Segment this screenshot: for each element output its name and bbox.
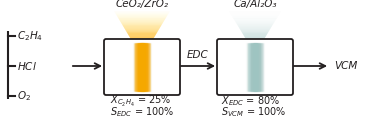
Text: $\it{O_2}$: $\it{O_2}$ (17, 89, 31, 103)
Polygon shape (230, 13, 280, 14)
Polygon shape (123, 26, 161, 27)
Polygon shape (241, 30, 270, 31)
Polygon shape (131, 39, 153, 40)
Polygon shape (119, 20, 165, 21)
Text: CeO₂/ZrO₂: CeO₂/ZrO₂ (116, 0, 169, 9)
Polygon shape (244, 36, 266, 37)
Polygon shape (122, 25, 161, 26)
Polygon shape (122, 24, 162, 25)
Text: $\it{X}$$_{\it{EDC}}$ = 80%: $\it{X}$$_{\it{EDC}}$ = 80% (221, 94, 280, 108)
Text: EDC: EDC (187, 50, 209, 60)
Polygon shape (124, 28, 160, 29)
Polygon shape (117, 16, 167, 17)
Polygon shape (132, 40, 153, 41)
Polygon shape (127, 33, 157, 34)
Polygon shape (237, 25, 273, 26)
Polygon shape (127, 32, 157, 33)
Polygon shape (246, 40, 263, 41)
Polygon shape (231, 14, 279, 15)
Polygon shape (115, 13, 169, 14)
Polygon shape (126, 31, 158, 32)
Polygon shape (116, 14, 169, 15)
Polygon shape (240, 29, 270, 30)
Polygon shape (125, 29, 160, 30)
Polygon shape (235, 22, 275, 23)
Polygon shape (236, 23, 274, 24)
Text: $\it{S}$$_{\it{VCM}}$ = 100%: $\it{S}$$_{\it{VCM}}$ = 100% (221, 105, 287, 119)
Polygon shape (233, 17, 277, 18)
Polygon shape (233, 18, 277, 19)
Polygon shape (239, 28, 271, 29)
Text: $\it{HCl}$: $\it{HCl}$ (17, 60, 37, 72)
Polygon shape (117, 15, 167, 16)
Polygon shape (118, 17, 166, 18)
FancyBboxPatch shape (104, 39, 180, 95)
Polygon shape (128, 34, 156, 35)
Polygon shape (241, 31, 269, 32)
Polygon shape (245, 38, 265, 39)
Polygon shape (120, 22, 164, 23)
Text: $\it{X}$$_{\it{C_2H_4}}$ = 25%: $\it{X}$$_{\it{C_2H_4}}$ = 25% (110, 93, 171, 109)
Polygon shape (121, 23, 163, 24)
Polygon shape (118, 18, 166, 19)
Polygon shape (237, 24, 273, 25)
FancyBboxPatch shape (217, 39, 293, 95)
Polygon shape (129, 36, 155, 37)
Text: VCM: VCM (334, 61, 357, 71)
Text: $\it{C_2H_4}$: $\it{C_2H_4}$ (17, 29, 43, 43)
Polygon shape (234, 20, 276, 21)
Polygon shape (120, 21, 164, 22)
Polygon shape (115, 12, 169, 13)
Polygon shape (130, 38, 153, 39)
Polygon shape (232, 16, 278, 17)
Polygon shape (124, 27, 161, 28)
Polygon shape (243, 34, 267, 35)
Polygon shape (246, 39, 264, 40)
Polygon shape (235, 21, 275, 22)
Polygon shape (232, 15, 278, 16)
Polygon shape (128, 35, 156, 36)
Polygon shape (119, 19, 165, 20)
Polygon shape (234, 19, 276, 20)
Polygon shape (239, 27, 271, 28)
Polygon shape (242, 33, 268, 34)
Polygon shape (129, 37, 155, 38)
Text: $\it{S}$$_{\it{EDC}}$ = 100%: $\it{S}$$_{\it{EDC}}$ = 100% (110, 105, 175, 119)
Polygon shape (244, 37, 266, 38)
Polygon shape (125, 30, 158, 31)
Polygon shape (238, 26, 272, 27)
Text: Ca/Al₂O₃: Ca/Al₂O₃ (233, 0, 277, 9)
Polygon shape (243, 35, 267, 36)
Polygon shape (242, 32, 268, 33)
